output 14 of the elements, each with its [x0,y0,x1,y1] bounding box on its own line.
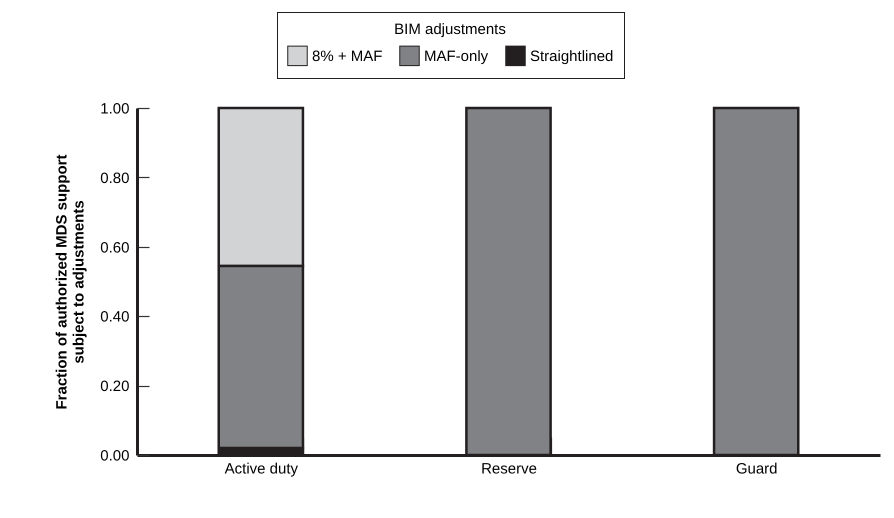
y-tick-label: 0.80 [100,170,130,187]
y-tick-label: 0.20 [100,378,130,396]
x-tick-label: Active duty [224,460,299,478]
legend-label: 8% + MAF [312,48,382,65]
y-tick-label: 1.00 [100,100,130,118]
y-axis-title: Fraction of authorized MDS support subject to adjustments [53,154,88,410]
legend-title: BIM adjustments [394,21,506,38]
y-tick-label: 0.60 [100,239,130,256]
x-tick-label: Reserve [481,460,537,478]
legend-label: Straightlined [530,48,614,65]
x-tick-label: Guard [736,460,778,478]
y-tick-label: 0.00 [100,448,130,464]
legend-label: MAF-only [424,48,489,65]
y-tick-label: 0.40 [100,308,130,326]
